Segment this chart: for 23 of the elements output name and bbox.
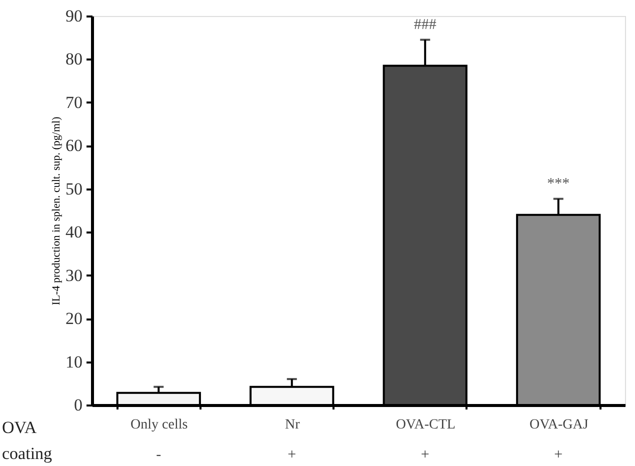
y-tick-label: 60 [66,136,82,156]
text: coating [2,444,53,463]
y-tick-label: 0 [74,396,82,414]
y-axis-title: IL-4 production in splen. cult. sup. (pg/ml) [50,116,62,306]
y-tick-label: 50 [66,179,82,198]
y-tick-label: 20 [66,309,82,328]
text: + [554,447,563,463]
x-tick-label: OVA-CTL [396,418,456,432]
x-tick-label: Nr [284,418,300,432]
text: + [420,447,430,463]
y-tick-label: 10 [66,352,82,372]
y-tick-label: 80 [66,50,82,69]
annotation: *** [547,176,570,192]
x-tick-label: Only cells [130,418,188,432]
x-tick-label: OVA-GAJ [529,418,589,432]
y-tick-label: 30 [66,266,82,285]
text: - [156,447,162,463]
y-tick-label: 90 [66,6,82,26]
annotation: ### [414,16,437,33]
y-tick-label: 70 [66,92,82,112]
y-tick-label: 40 [66,222,82,242]
text: OVA [2,418,38,437]
text: + [288,447,296,463]
